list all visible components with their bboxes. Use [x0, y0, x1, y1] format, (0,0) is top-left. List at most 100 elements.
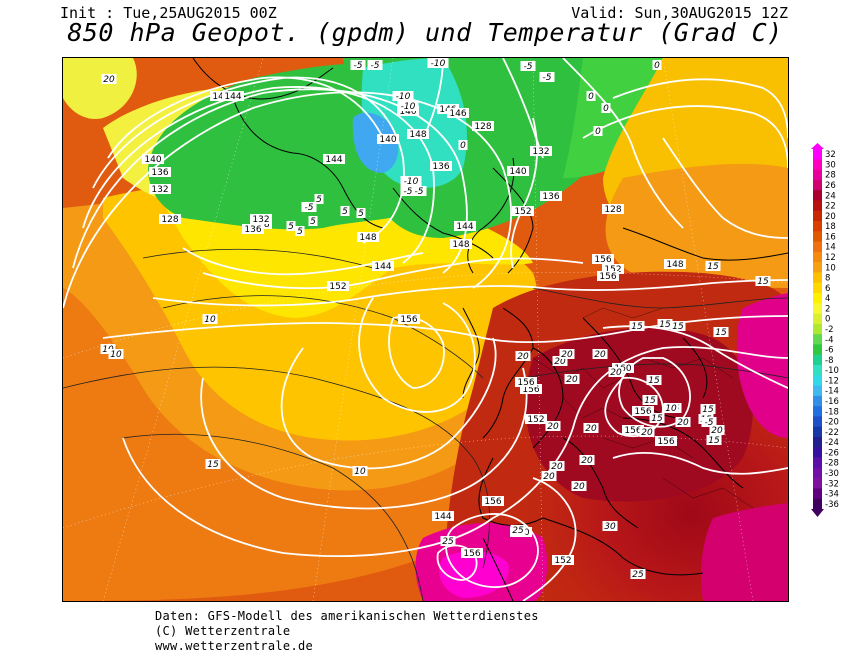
- colorbar-label: 8: [825, 274, 830, 284]
- geopotential-label-box: [407, 129, 429, 139]
- temperature-label: 10: [102, 345, 114, 355]
- temperature-label: 0: [588, 92, 594, 102]
- geopotential-label: 148: [452, 240, 469, 250]
- colorbar-swatch: [813, 365, 822, 376]
- colorbar-label: 16: [825, 232, 836, 242]
- geopotential-label: 140: [379, 135, 396, 145]
- colorbar-swatch: [813, 231, 822, 242]
- temperature-label-box: [571, 481, 587, 491]
- temperature-label-box: [663, 403, 679, 413]
- temperature-label: 20: [594, 350, 606, 360]
- temperature-label: -5: [543, 73, 552, 83]
- temperature-label-box: [108, 349, 124, 359]
- temperature-label: -10: [396, 92, 411, 102]
- temperature-label: 15: [659, 320, 671, 330]
- temperature-label: 25: [442, 537, 454, 547]
- geopotential-label: 144: [434, 512, 451, 522]
- colorbar-swatch: [813, 282, 822, 294]
- colorbar-label: 24: [825, 191, 836, 201]
- geopotential-label-box: [512, 206, 534, 216]
- geopotential-label: 146: [449, 109, 466, 119]
- temperature-label-box: [559, 349, 575, 359]
- temperature-label-box: [295, 226, 305, 236]
- geopotential-label: 144: [212, 92, 229, 102]
- temperature-label: 20: [566, 375, 578, 385]
- temperature-label: -10: [404, 177, 419, 187]
- geopotential-label-box: [372, 261, 394, 271]
- temperature-label: 20: [573, 482, 585, 492]
- colorbar-swatch: [813, 272, 822, 284]
- geopotential-label-box: [447, 108, 469, 118]
- colorbar-label: 20: [825, 212, 836, 222]
- temperature-label: 20: [103, 75, 115, 85]
- temperature-label: 10: [110, 350, 122, 360]
- geopotential-label: 132: [532, 147, 549, 157]
- geopotential-label: 136: [432, 162, 449, 172]
- temperature-label-box: [356, 208, 366, 218]
- colorbar-label: -26: [825, 448, 839, 458]
- geopotential-label: 148: [409, 130, 426, 140]
- footer-copyright: (C) Wetterzentrale: [155, 624, 291, 638]
- colorbar-swatch: [813, 498, 822, 510]
- temperature-label: 0: [460, 141, 466, 151]
- geopotential-label-box: [461, 548, 483, 558]
- temperature-label-box: [709, 425, 725, 435]
- colorbar-swatch: [813, 323, 822, 335]
- colorbar-swatch: [813, 437, 822, 448]
- geopotential-label-box: [602, 204, 624, 214]
- colorbar-label: 6: [825, 284, 830, 294]
- colorbar-label: -16: [825, 397, 839, 407]
- geopotential-label-box: [515, 377, 537, 387]
- temperature-label: 15: [648, 376, 660, 386]
- colorbar-label: -20: [825, 418, 839, 428]
- temperature-label-box: [340, 206, 350, 216]
- geopotential-label: 136: [244, 225, 261, 235]
- footer-website[interactable]: www.wetterzentrale.de: [155, 639, 314, 653]
- temperature-label-box: [675, 417, 691, 427]
- temperature-label-box: [652, 60, 662, 70]
- colorbar-label: -4: [825, 335, 833, 345]
- temperature-label: -5: [415, 187, 424, 197]
- colorbar-bottom-arrow: [811, 509, 824, 517]
- temperature-label-box: [301, 202, 317, 212]
- colorbar-label: 12: [825, 253, 836, 263]
- temperature-label-box: [608, 367, 624, 377]
- temperature-label-box: [657, 319, 673, 329]
- temperature-label: 15: [644, 396, 656, 406]
- geopotential-label-box: [142, 154, 164, 164]
- temperature-label-box: [630, 569, 646, 579]
- colorbar-swatch: [813, 385, 822, 397]
- geopotential-label-box: [525, 414, 547, 424]
- temperature-label: 5: [316, 195, 322, 205]
- colorbar-swatch: [813, 457, 822, 469]
- temperature-label-box: [700, 404, 716, 414]
- temperature-label: 15: [651, 414, 663, 424]
- geopotential-label-box: [222, 91, 244, 101]
- temperature-label-box: [586, 91, 596, 101]
- colorbar-label: -32: [825, 479, 839, 489]
- temperature-label: 15: [708, 436, 720, 446]
- temperature-label: 15: [715, 328, 727, 338]
- colorbar-swatch: [813, 159, 822, 170]
- temperature-label: 20: [543, 472, 555, 482]
- colorbar-label: -18: [825, 407, 839, 417]
- temperature-label: 5: [342, 207, 348, 217]
- geopotential-label: 136: [542, 192, 559, 202]
- temperature-label-box: [639, 427, 655, 437]
- temperature-label-box: [400, 186, 416, 196]
- isotherms: [63, 248, 788, 601]
- temperature-label: 0: [595, 127, 601, 137]
- geopotential-label-box: [454, 221, 476, 231]
- temperature-label-box: [397, 101, 419, 111]
- valid-time: Valid: Sun,30AUG2015 12Z: [571, 4, 788, 22]
- temperature-label-box: [411, 186, 427, 196]
- temperature-label: 15: [672, 322, 684, 332]
- geopotential-label-box: [430, 161, 452, 171]
- weather-map[interactable]: 1441441401361321281281361321441461461481…: [62, 57, 789, 602]
- geopotential-label: 156: [599, 272, 616, 282]
- temperature-label-box: [545, 421, 561, 431]
- geopotential-label-box: [250, 214, 272, 224]
- temperature-label: 30: [604, 522, 616, 532]
- temperature-label-box: [646, 375, 662, 385]
- geopotential-label-box: [472, 121, 494, 131]
